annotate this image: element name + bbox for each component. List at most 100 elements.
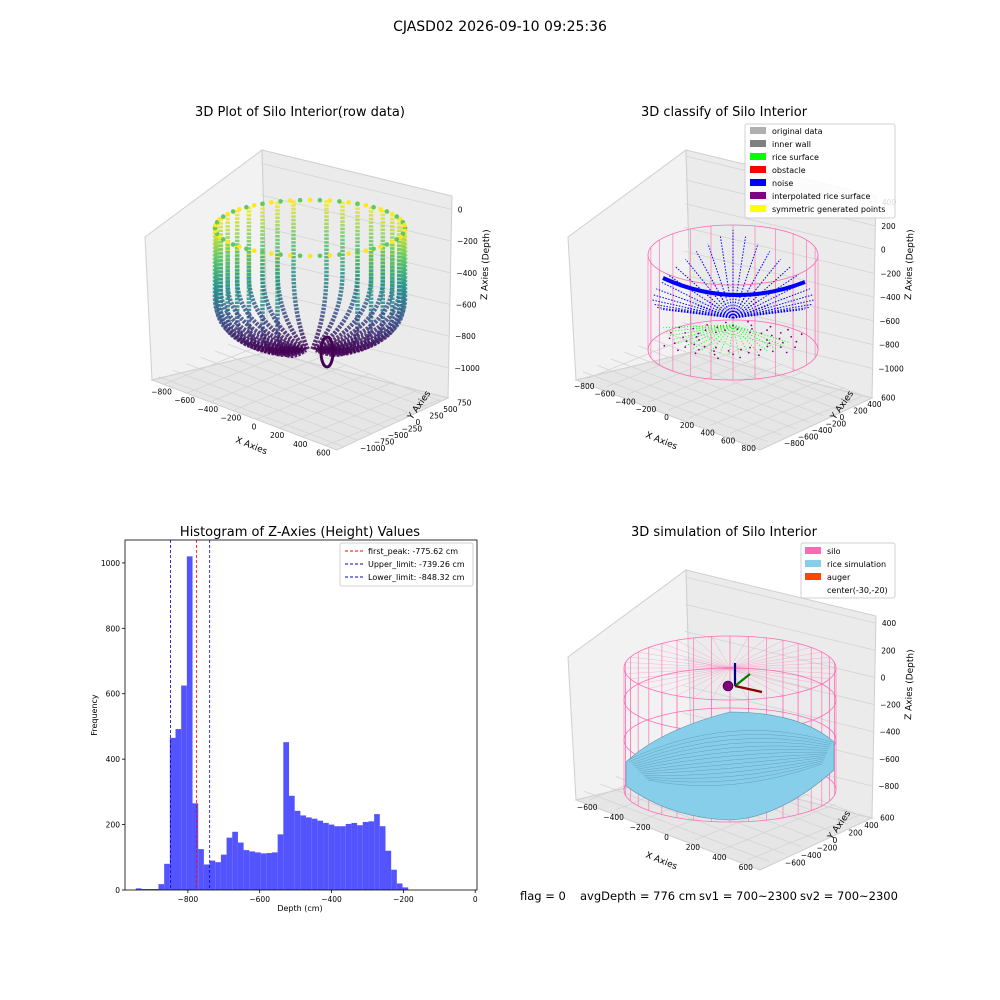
raw3d-grid-x (279, 381, 394, 429)
classify3d-legend-label: original data (772, 127, 823, 136)
classify3d-interp-point (677, 349, 679, 352)
classify3d-interp-point (716, 326, 719, 329)
status-sv2: sv2 = 700~2300 (800, 889, 898, 903)
classify3d-noise-ray (732, 294, 813, 319)
classify3d-interp-point (693, 343, 696, 346)
raw3d-rim-point (217, 217, 222, 222)
sim3d-xtick-label: −400 (603, 813, 624, 822)
raw3d-scan-line (214, 223, 299, 353)
hist-bar (164, 863, 170, 890)
raw3d-ytick-label: 500 (443, 405, 458, 414)
hist-bar (147, 889, 153, 890)
hist-bar (379, 826, 386, 890)
classify3d-noise-ray (732, 266, 791, 319)
hist-ytick-label: 600 (106, 690, 121, 699)
classify3d-interp-point (747, 351, 750, 354)
raw3d-rim-point (317, 253, 323, 259)
raw3d-grid-y (158, 376, 345, 448)
hist-bar (396, 883, 403, 890)
sim3d-grid-z (684, 631, 875, 678)
cls3d-grid-y (638, 345, 824, 417)
raw3d-rim-point (307, 197, 313, 203)
raw3d-rim-point (390, 239, 395, 245)
hist-ytick-label: 1000 (101, 559, 120, 568)
cls3d-ztick-label: −800 (879, 341, 900, 350)
raw3d-ytick-label: 0 (415, 418, 420, 427)
classify3d-legend-swatch (750, 153, 766, 160)
hist-bar (277, 834, 284, 890)
hist-bar (340, 826, 346, 890)
sim3d-ztick-label: 0 (881, 673, 886, 682)
sim3d-center-marker (722, 680, 734, 692)
hist-xtick-label: 0 (473, 895, 478, 904)
raw3d-scan-line (319, 214, 395, 353)
hist-bar (306, 817, 312, 890)
classify3d-interp-point (692, 327, 695, 330)
raw3d-rim-point (297, 197, 303, 203)
raw3d-xlabel: X Axies (234, 436, 269, 458)
cls3d-ytick-label: −200 (826, 419, 847, 428)
cls3d-xtick-label: 200 (680, 421, 695, 430)
classify3d-interp-point (695, 336, 698, 338)
cls3d-grid-z (683, 274, 874, 322)
sim3d-grid-y (583, 790, 770, 862)
cls3d-ytick-label: −800 (784, 439, 805, 448)
raw3d-ztick-label: −400 (456, 269, 477, 278)
classify3d-interp-point (713, 353, 716, 356)
cls3d-grid-x (688, 371, 804, 419)
sim3d-legend: silo rice simulation auger center(-30,-20) (800, 542, 896, 599)
raw3d-ytick-label: 250 (429, 411, 444, 420)
classify3d-interp-point (698, 348, 700, 351)
classify3d-rice-ray (718, 324, 734, 355)
classify3d-legend-swatch (750, 179, 766, 186)
cls3d-ztick-label: −200 (880, 269, 901, 278)
raw3d-rim-point (230, 242, 236, 247)
classify3d-rice-ray (699, 324, 734, 352)
hist-bar (357, 825, 363, 890)
sim3d-silo-spoke (661, 643, 731, 669)
raw3d-rim-point (355, 201, 360, 207)
sim3d-silo-spoke (729, 640, 784, 669)
hist-ytick-label: 0 (115, 886, 120, 895)
classify3d-interp-point (800, 333, 803, 336)
raw3d-scan-line (317, 249, 374, 356)
panel-classify-3d: 3D classify of Silo Interior −800−600−40… (567, 105, 916, 453)
classify3d-interp-point (684, 332, 687, 334)
classify3d-interp-point (685, 340, 688, 343)
hist-bar (243, 850, 250, 890)
sim3d-rice-surface (625, 711, 835, 821)
classify3d-interp-point (790, 335, 793, 338)
hist-ytick-label: 800 (106, 624, 121, 633)
hist-bar (323, 822, 329, 890)
sim3d-silo-spoke (729, 667, 799, 693)
raw3d-grid-y (186, 363, 372, 435)
raw3d-ztick-label: −600 (456, 301, 477, 310)
classify3d-interp-point (785, 351, 788, 354)
hist-bar (271, 852, 278, 890)
sim3d-legend-label: silo (827, 547, 841, 556)
raw3d-rim-point (402, 222, 407, 228)
sim3d-silo-spoke (729, 656, 830, 669)
hist-bar (334, 826, 341, 890)
raw3d-ztick-label: 0 (458, 206, 463, 215)
raw3d-scan-line (260, 203, 306, 352)
classify3d-interp-point (766, 329, 768, 332)
sim3d-rice-meshline (629, 734, 832, 762)
cls3d-ytick-label: 600 (881, 393, 896, 402)
sim3d-rice-meshline (632, 741, 830, 765)
sim3d-ytick-label: 600 (880, 814, 895, 823)
sim3d-auger-marker (722, 663, 763, 694)
classify3d-interp-point (769, 325, 772, 328)
sim3d-ztick-label: −200 (880, 701, 901, 710)
raw3d-grid-y (200, 356, 386, 428)
raw3d-rim-point (337, 199, 342, 204)
hist-bar (328, 824, 335, 890)
cls3d-grid-x (627, 348, 742, 395)
sim3d-ytick-label: 0 (833, 836, 838, 845)
sim3d-rice-meshline (647, 763, 823, 786)
hist-bar (402, 887, 409, 890)
sim3d-silo-spoke (729, 662, 835, 669)
raw3d-ytick-label: −750 (374, 437, 395, 446)
classify3d-legend-swatch (750, 127, 766, 134)
